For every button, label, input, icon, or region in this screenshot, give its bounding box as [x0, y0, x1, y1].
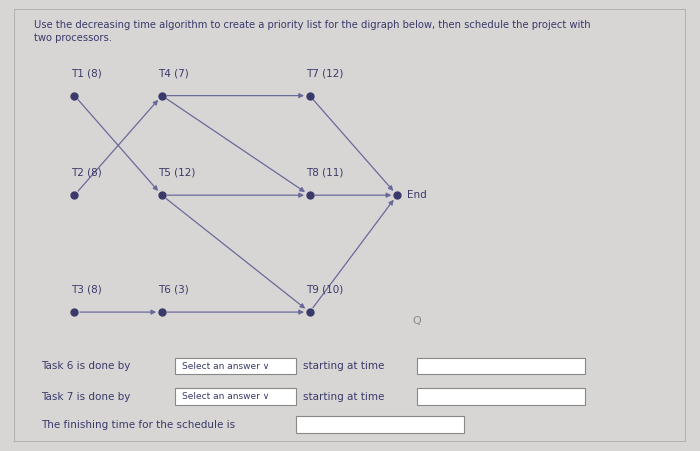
- Text: Use the decreasing time algorithm to create a priority list for the digraph belo: Use the decreasing time algorithm to cre…: [34, 20, 591, 30]
- Text: Task 7 is done by: Task 7 is done by: [41, 391, 130, 401]
- Text: Select an answer ∨: Select an answer ∨: [182, 362, 270, 371]
- Text: End: End: [407, 190, 427, 200]
- Text: T7 (12): T7 (12): [307, 68, 344, 78]
- Text: T2 (8): T2 (8): [71, 168, 102, 178]
- Text: T9 (10): T9 (10): [307, 285, 344, 295]
- Text: starting at time: starting at time: [303, 361, 384, 371]
- Text: two processors.: two processors.: [34, 33, 112, 43]
- Text: T1 (8): T1 (8): [71, 68, 102, 78]
- FancyBboxPatch shape: [296, 416, 464, 433]
- Text: Q: Q: [413, 316, 421, 326]
- Text: T6 (3): T6 (3): [158, 285, 189, 295]
- Text: T4 (7): T4 (7): [158, 68, 189, 78]
- Text: Task 6 is done by: Task 6 is done by: [41, 361, 130, 371]
- FancyBboxPatch shape: [417, 358, 585, 374]
- FancyBboxPatch shape: [417, 388, 585, 405]
- Text: T5 (12): T5 (12): [158, 168, 196, 178]
- Text: T3 (8): T3 (8): [71, 285, 102, 295]
- Text: starting at time: starting at time: [303, 391, 384, 401]
- FancyBboxPatch shape: [175, 388, 296, 405]
- FancyBboxPatch shape: [175, 358, 296, 374]
- Text: The finishing time for the schedule is: The finishing time for the schedule is: [41, 420, 235, 430]
- Text: Select an answer ∨: Select an answer ∨: [182, 392, 270, 401]
- Text: T8 (11): T8 (11): [307, 168, 344, 178]
